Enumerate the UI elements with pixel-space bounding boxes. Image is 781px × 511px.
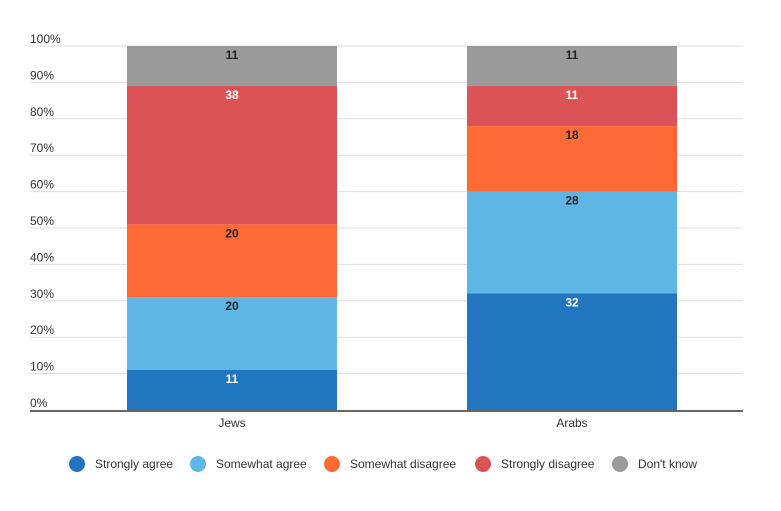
data-label: 11 <box>226 48 239 62</box>
data-label: 38 <box>225 88 239 102</box>
data-label: 11 <box>226 372 239 386</box>
bars <box>127 46 677 410</box>
x-tick-label: Arabs <box>556 416 587 430</box>
legend-label: Don't know <box>638 457 697 471</box>
bar-segment <box>127 224 337 298</box>
y-tick-label: 90% <box>30 68 54 82</box>
y-tick-label: 10% <box>30 360 54 374</box>
legend-item: Somewhat disagree <box>324 456 456 472</box>
legend: Strongly agree Somewhat agree Somewhat dis… <box>69 456 697 472</box>
legend-label: Somewhat agree <box>216 457 307 471</box>
y-tick-label: 100% <box>30 32 61 46</box>
bar-segment <box>127 297 337 370</box>
bar-segment <box>467 46 677 87</box>
data-label: 11 <box>566 48 579 62</box>
y-tick-label: 70% <box>30 141 54 155</box>
bar-segment <box>467 126 677 192</box>
bar-segment <box>467 86 677 127</box>
bar-segment <box>127 369 337 410</box>
legend-swatch <box>612 456 628 472</box>
data-label: 11 <box>566 88 579 102</box>
y-tick-label: 20% <box>30 323 54 337</box>
bar-segment <box>467 191 677 294</box>
y-tick-label: 0% <box>30 396 48 410</box>
y-tick-label: 30% <box>30 287 54 301</box>
y-tick-label: 40% <box>30 250 54 264</box>
legend-swatch <box>190 456 206 472</box>
legend-label: Strongly agree <box>95 457 173 471</box>
y-tick-label: 60% <box>30 178 54 192</box>
bar-segment <box>127 46 337 87</box>
y-tick-label: 80% <box>30 105 54 119</box>
legend-item: Strongly agree <box>69 456 173 472</box>
x-axis-tick-labels: Jews Arabs <box>218 416 587 430</box>
bar-segment <box>127 86 337 225</box>
y-axis-tick-labels: 0% 10% 20% 30% 40% 50% 60% 70% 80% 90% 100% <box>30 32 61 410</box>
data-label: 20 <box>225 226 239 240</box>
legend-swatch <box>475 456 491 472</box>
legend-item: Strongly disagree <box>475 456 595 472</box>
data-label: 28 <box>565 194 579 208</box>
legend-label: Strongly disagree <box>501 457 595 471</box>
y-tick-label: 50% <box>30 214 54 228</box>
data-label: 20 <box>225 299 239 313</box>
legend-swatch <box>69 456 85 472</box>
legend-swatch <box>324 456 340 472</box>
data-label: 18 <box>565 128 579 142</box>
x-tick-label: Jews <box>218 416 245 430</box>
data-label: 32 <box>565 296 579 310</box>
legend-item: Somewhat agree <box>190 456 307 472</box>
bar-segment <box>467 293 677 410</box>
data-labels: 11 20 20 38 11 32 28 18 11 11 <box>225 48 579 386</box>
legend-label: Somewhat disagree <box>350 457 456 471</box>
legend-item: Don't know <box>612 456 697 472</box>
